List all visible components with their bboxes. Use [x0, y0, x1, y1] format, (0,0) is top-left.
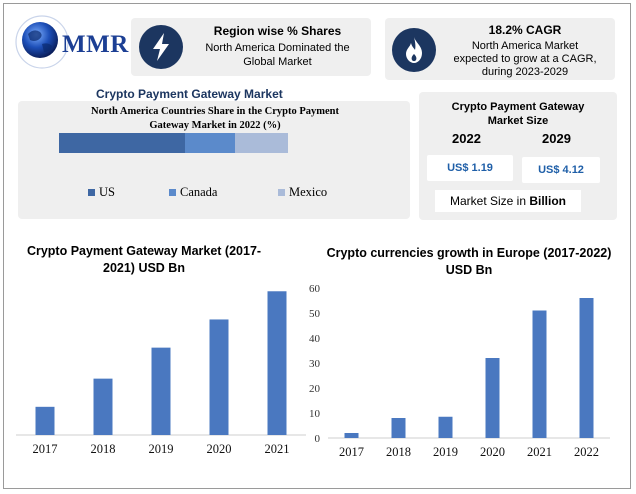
chart1-bar-2019: [151, 347, 171, 435]
share-title-line-1: North America Countries Share in the Cry…: [91, 106, 339, 117]
chart1-bar-2017: [35, 406, 55, 435]
market-size-year-2029: 2029: [542, 131, 571, 146]
share-bar-us: [59, 133, 185, 153]
globe-icon: [15, 15, 69, 69]
market-size-title-2: Market Size: [487, 115, 549, 127]
market-size-note-unit: Billion: [529, 194, 567, 208]
mmr-logo: MMR: [14, 12, 134, 72]
chart2-title-line-1: Crypto currencies growth in Europe (2017…: [326, 246, 612, 260]
cagr-title: 18.2% CAGR: [488, 23, 562, 37]
share-bar-canada: [184, 133, 236, 153]
market-size-value-2022: US$ 1.19: [427, 155, 513, 181]
legend-label-us: US: [99, 185, 115, 199]
chart2-bar-2020: [485, 358, 500, 438]
chart1-x-tick-2019: 2019: [149, 442, 174, 456]
market-size-value-2029: US$ 4.12: [522, 157, 600, 183]
infographic-frame: [3, 3, 631, 489]
legend-label-canada: Canada: [180, 185, 218, 199]
chart2-bar-2017: [344, 433, 359, 438]
logo-text: MMR: [62, 31, 129, 58]
chart1-bar-2021: [267, 291, 287, 435]
region-share-title: Region wise % Shares: [213, 24, 342, 38]
legend-swatch-mexico: [278, 189, 285, 196]
chart1-svg: 2017 2018 2019 2020 2021: [16, 291, 306, 456]
share-title-line-2: Gateway Market in 2022 (%): [149, 120, 281, 131]
region-share-line-2: Global Market: [243, 56, 312, 68]
legend-us: US: [88, 185, 115, 200]
lightning-bolt-icon: [139, 25, 183, 69]
cagr-line-3: during 2023-2029: [481, 66, 569, 78]
flame-icon: [392, 28, 436, 72]
legend-swatch-canada: [169, 189, 176, 196]
market-size-year-2022: 2022: [452, 131, 481, 146]
region-share-line-1: North America Dominated the: [205, 42, 350, 54]
chart2-y-tick-4: 40: [309, 333, 321, 345]
market-size-note-prefix: Market Size in: [449, 194, 530, 208]
market-size-title-1: Crypto Payment Gateway: [451, 101, 585, 113]
chart2-y-tick-6: 60: [309, 283, 321, 295]
chart2-x-tick-2018: 2018: [386, 445, 411, 459]
legend-mexico: Mexico: [278, 185, 327, 200]
chart1-x-tick-2017: 2017: [33, 442, 58, 456]
chart1-title-line-1: Crypto Payment Gateway Market (2017-: [26, 244, 262, 258]
chart1-x-tick-2018: 2018: [91, 442, 116, 456]
chart2-bar-2021: [532, 310, 547, 438]
chart2-y-tick-1: 10: [309, 408, 321, 420]
chart2-x-tick-2020: 2020: [480, 445, 505, 459]
chart2-y-tick-2: 20: [309, 383, 321, 395]
chart2-y-tick-3: 30: [309, 358, 321, 370]
chart2-x-tick-2019: 2019: [433, 445, 458, 459]
chart2-x-tick-2021: 2021: [527, 445, 552, 459]
cagr-line-2: expected to grow at a CAGR,: [453, 53, 597, 65]
chart2-bar-2022: [579, 298, 594, 438]
chart2-y-tick-0: 0: [315, 433, 321, 445]
chart2-x-tick-2022: 2022: [574, 445, 599, 459]
chart2-x-tick-2017: 2017: [339, 445, 364, 459]
chart1-bar-2018: [93, 378, 113, 435]
chart1-bar-2020: [209, 319, 229, 435]
market-size-note: Market Size in Billion: [435, 190, 581, 212]
legend-canada: Canada: [169, 185, 217, 200]
legend-swatch-us: [88, 189, 95, 196]
legend-label-mexico: Mexico: [289, 185, 328, 199]
chart2-title-line-2: USD Bn: [445, 263, 493, 277]
chart2-y-tick-5: 50: [309, 308, 321, 320]
cagr-line-1: North America Market: [471, 40, 579, 52]
chart2-bar-2019: [438, 416, 453, 438]
market-section-title: Crypto Payment Gateway Market: [96, 87, 283, 101]
chart1-x-tick-2021: 2021: [265, 442, 290, 456]
chart1-x-tick-2020: 2020: [207, 442, 232, 456]
share-bar-mexico: [235, 133, 288, 153]
chart1-title-line-2: 2021) USD Bn: [103, 261, 185, 275]
chart2-svg: 0 10 20 30 40 50 60 2017 2018 2019 2020 2021 2022: [309, 283, 610, 459]
chart2-bar-2018: [391, 418, 406, 438]
share-panel: [18, 101, 410, 219]
